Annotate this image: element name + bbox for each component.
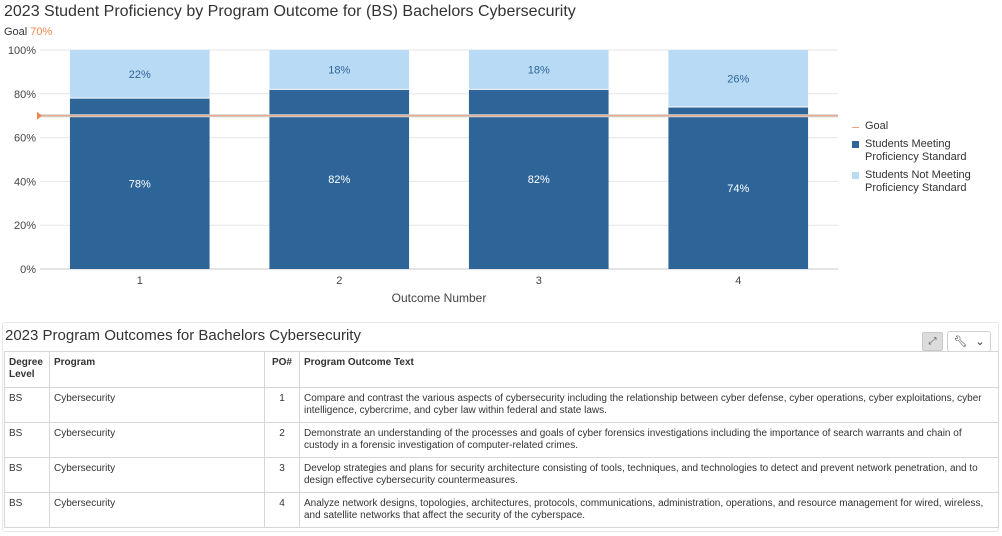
table-header-row: Degree Level Program PO# Program Outcome… bbox=[4, 351, 999, 388]
data-label-meeting: 82% bbox=[328, 174, 350, 186]
data-label-not-meeting: 18% bbox=[328, 65, 350, 77]
y-tick-label: 60% bbox=[14, 133, 36, 145]
table-row: BS Cybersecurity 3 Develop strategies an… bbox=[4, 457, 999, 493]
outcomes-table-panel: 2023 Program Outcomes for Bachelors Cybe… bbox=[2, 322, 999, 532]
header-po-number[interactable]: PO# bbox=[264, 351, 300, 388]
bar-meeting bbox=[69, 98, 210, 270]
cell-outcome-text: Demonstrate an understanding of the proc… bbox=[299, 422, 999, 458]
y-tick-label: 80% bbox=[14, 89, 36, 101]
cell-outcome-text: Develop strategies and plans for securit… bbox=[299, 457, 999, 493]
x-tick-label: 2 bbox=[336, 275, 342, 287]
bar-not-meeting bbox=[269, 50, 410, 90]
cell-program: Cybersecurity bbox=[49, 492, 265, 528]
bar-not-meeting bbox=[69, 50, 210, 99]
legend-item-not-meeting[interactable]: Students Not Meeting Proficiency Standar… bbox=[852, 169, 985, 195]
cell-program: Cybersecurity bbox=[49, 457, 265, 493]
data-label-meeting: 78% bbox=[129, 179, 151, 191]
chart-title: 2023 Student Proficiency by Program Outc… bbox=[4, 3, 576, 20]
cell-po-number: 3 bbox=[264, 457, 300, 493]
legend-label: Goal bbox=[865, 120, 889, 132]
header-program[interactable]: Program bbox=[49, 351, 265, 388]
cell-program: Cybersecurity bbox=[49, 387, 265, 423]
chevron-down-icon: ⌄ bbox=[975, 336, 985, 348]
cell-po-number: 2 bbox=[264, 422, 300, 458]
y-tick-label: 100% bbox=[8, 45, 36, 57]
expand-icon: ⤢ bbox=[928, 336, 937, 347]
x-axis-title: Outcome Number bbox=[392, 291, 487, 305]
table-title: 2023 Program Outcomes for Bachelors Cybe… bbox=[5, 327, 361, 344]
wrench-icon: 🔧︎ bbox=[953, 336, 968, 348]
legend-meeting-swatch bbox=[852, 141, 859, 148]
legend-item-goal[interactable]: Goal bbox=[852, 120, 985, 133]
goal-caption-value: 70% bbox=[30, 26, 53, 38]
expand-button[interactable]: ⤢ bbox=[922, 332, 943, 351]
y-tick-label: 40% bbox=[14, 176, 36, 188]
data-label-meeting: 82% bbox=[528, 174, 550, 186]
cell-po-number: 4 bbox=[264, 492, 300, 528]
cell-program: Cybersecurity bbox=[49, 422, 265, 458]
data-label-meeting: 74% bbox=[727, 183, 749, 195]
outcomes-table: Degree Level Program PO# Program Outcome… bbox=[4, 351, 999, 528]
cell-degree-level: BS bbox=[4, 422, 50, 458]
x-tick-label: 3 bbox=[536, 275, 542, 287]
cell-degree-level: BS bbox=[4, 492, 50, 528]
goal-caption-label: Goal bbox=[4, 26, 28, 38]
bar-meeting bbox=[668, 106, 809, 269]
tools-menu-button[interactable]: 🔧︎ ⌄ bbox=[947, 331, 991, 352]
data-label-not-meeting: 22% bbox=[129, 69, 151, 81]
bar-meeting bbox=[269, 89, 410, 269]
x-tick-label: 4 bbox=[735, 275, 741, 287]
goal-marker bbox=[37, 111, 42, 120]
y-tick-label: 0% bbox=[20, 264, 36, 276]
chart-legend: Goal Students Meeting Proficiency Standa… bbox=[852, 120, 985, 200]
table-row: BS Cybersecurity 1 Compare and contrast … bbox=[4, 387, 999, 423]
table-row: BS Cybersecurity 4 Analyze network desig… bbox=[4, 492, 999, 528]
legend-item-meeting[interactable]: Students Meeting Proficiency Standard bbox=[852, 138, 985, 164]
legend-label: Students Not Meeting Proficiency Standar… bbox=[865, 169, 971, 194]
table-row: BS Cybersecurity 2 Demonstrate an unders… bbox=[4, 422, 999, 458]
header-outcome-text[interactable]: Program Outcome Text bbox=[299, 351, 999, 388]
bar-not-meeting bbox=[668, 50, 809, 107]
cell-outcome-text: Compare and contrast the various aspects… bbox=[299, 387, 999, 423]
header-degree-level[interactable]: Degree Level bbox=[4, 351, 50, 388]
bar-not-meeting bbox=[468, 50, 609, 90]
cell-po-number: 1 bbox=[264, 387, 300, 423]
cell-degree-level: BS bbox=[4, 457, 50, 493]
bar-meeting bbox=[468, 89, 609, 269]
data-label-not-meeting: 18% bbox=[528, 65, 550, 77]
legend-label: Students Meeting Proficiency Standard bbox=[865, 138, 967, 163]
y-tick-label: 20% bbox=[14, 220, 36, 232]
cell-degree-level: BS bbox=[4, 387, 50, 423]
x-tick-label: 1 bbox=[137, 275, 143, 287]
proficiency-bar-chart: 0% 20% 40% 60% 80% 100% 78% 22% 1 82% 18% 2 82% 18% 3 7… bbox=[8, 45, 838, 305]
legend-goal-marker bbox=[852, 127, 859, 128]
data-label-not-meeting: 26% bbox=[727, 73, 749, 85]
cell-outcome-text: Analyze network designs, topologies, arc… bbox=[299, 492, 999, 528]
goal-caption: Goal 70% bbox=[4, 26, 52, 38]
legend-not-meeting-swatch bbox=[852, 172, 859, 179]
